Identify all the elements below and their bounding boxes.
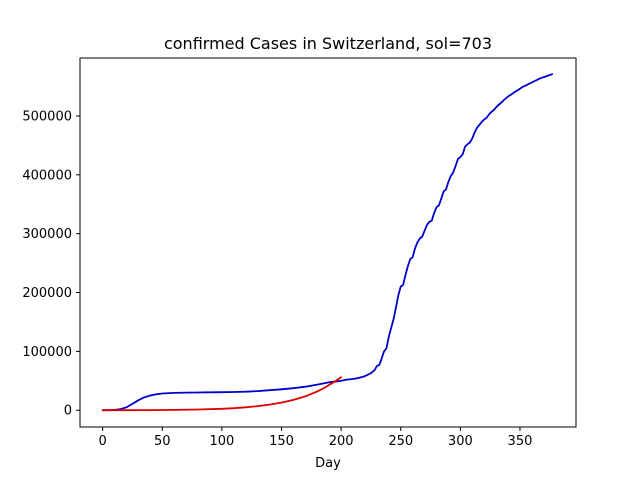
x-tick-label: 250 <box>388 434 413 449</box>
chart-title: confirmed Cases in Switzerland, sol=703 <box>164 34 492 53</box>
y-tick-label: 0 <box>64 404 72 419</box>
x-tick-label: 100 <box>209 434 234 449</box>
x-tick-label: 350 <box>508 434 533 449</box>
x-tick-label: 300 <box>448 434 473 449</box>
y-tick-label: 100000 <box>22 345 72 360</box>
y-axis: 0 100000 200000 300000 400000 500000 <box>22 109 80 419</box>
y-tick-label: 300000 <box>22 227 72 242</box>
plot-frame <box>79 57 577 428</box>
series-layer <box>101 73 554 412</box>
series-line-1 <box>101 73 554 412</box>
x-axis-label: Day <box>315 456 341 471</box>
plot-area <box>79 57 577 428</box>
series-line-2 <box>101 376 342 412</box>
x-tick-label: 50 <box>154 434 171 449</box>
y-tick-label: 200000 <box>22 286 72 301</box>
x-tick-label: 200 <box>329 434 354 449</box>
y-tick-label: 500000 <box>22 109 72 124</box>
x-tick-label: 0 <box>99 434 107 449</box>
x-axis: 0 50 100 150 200 250 300 350 <box>99 427 533 449</box>
y-tick-label: 400000 <box>22 168 72 183</box>
x-tick-label: 150 <box>269 434 294 449</box>
